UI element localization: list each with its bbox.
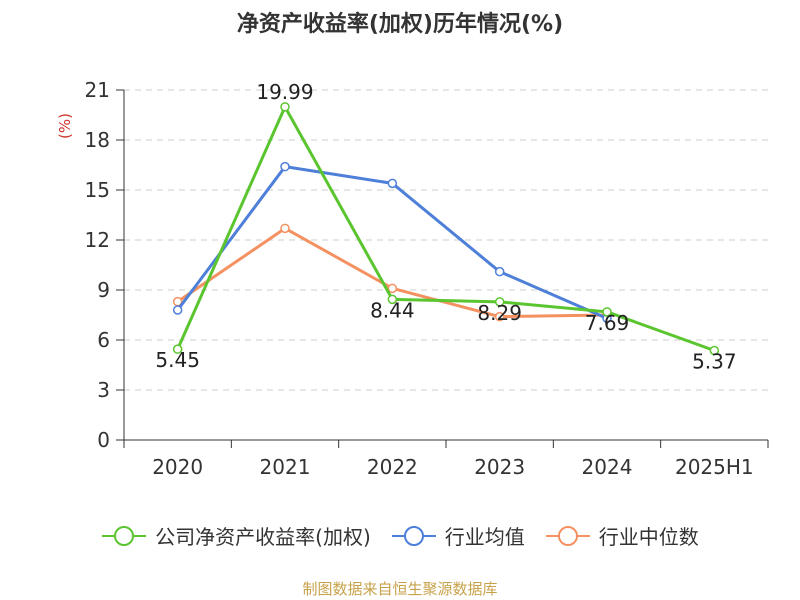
data-point bbox=[387, 178, 398, 189]
data-label: 8.29 bbox=[477, 301, 522, 325]
legend-item-industry-avg[interactable]: 行业均值 bbox=[391, 521, 525, 550]
y-tick-label: 21 bbox=[85, 78, 110, 102]
data-point bbox=[280, 223, 290, 234]
x-tick-label: 2021 bbox=[260, 455, 311, 479]
legend-item-company[interactable]: 公司净资产收益率(加权) bbox=[101, 521, 371, 550]
legend-marker-industry-median bbox=[545, 525, 590, 546]
data-point bbox=[172, 344, 183, 354]
data-point bbox=[387, 294, 398, 305]
x-tick-label: 2023 bbox=[474, 455, 525, 479]
legend-marker-industry-avg bbox=[391, 525, 436, 546]
data-point bbox=[602, 307, 612, 317]
data-label: 19.99 bbox=[256, 80, 313, 104]
data-point bbox=[172, 305, 183, 315]
y-tick-label: 6 bbox=[97, 328, 110, 352]
legend-label-industry-median: 行业中位数 bbox=[598, 525, 699, 549]
x-tick-label: 2024 bbox=[582, 455, 633, 479]
legend-label-industry-avg: 行业均值 bbox=[444, 525, 525, 549]
y-tick-label: 18 bbox=[85, 128, 110, 152]
y-tick-label: 15 bbox=[85, 178, 110, 202]
x-tick-label: 2025H1 bbox=[675, 455, 754, 479]
x-tick-label: 2020 bbox=[152, 455, 203, 479]
legend-marker-company bbox=[102, 525, 147, 546]
data-point bbox=[280, 102, 290, 112]
y-tick-label: 3 bbox=[97, 378, 110, 402]
y-tick-label: 12 bbox=[85, 228, 110, 252]
data-point bbox=[709, 345, 720, 356]
legend: 公司净资产收益率(加权) 行业均值 行业中位数 bbox=[0, 521, 800, 550]
data-point bbox=[387, 283, 398, 294]
data-point bbox=[280, 161, 290, 172]
legend-item-industry-median[interactable]: 行业中位数 bbox=[545, 521, 699, 550]
data-point bbox=[494, 311, 505, 322]
y-axis-label: (%) bbox=[56, 113, 74, 139]
series-line bbox=[176, 105, 715, 352]
chart-title: 净资产收益率(加权)历年情况(%) bbox=[236, 12, 564, 37]
data-point bbox=[494, 297, 505, 307]
y-tick-label: 0 bbox=[97, 428, 110, 452]
data-label: 7.69 bbox=[585, 311, 630, 335]
legend-label-company: 公司净资产收益率(加权) bbox=[155, 525, 371, 549]
data-label: 8.44 bbox=[370, 298, 415, 322]
data-point bbox=[494, 266, 505, 277]
x-tick-label: 2022 bbox=[367, 455, 418, 479]
y-tick-label: 9 bbox=[97, 278, 110, 302]
data-label: 5.37 bbox=[692, 350, 737, 374]
source-note: 制图数据来自恒生聚源数据库 bbox=[302, 580, 498, 598]
data-label: 5.45 bbox=[155, 348, 200, 372]
